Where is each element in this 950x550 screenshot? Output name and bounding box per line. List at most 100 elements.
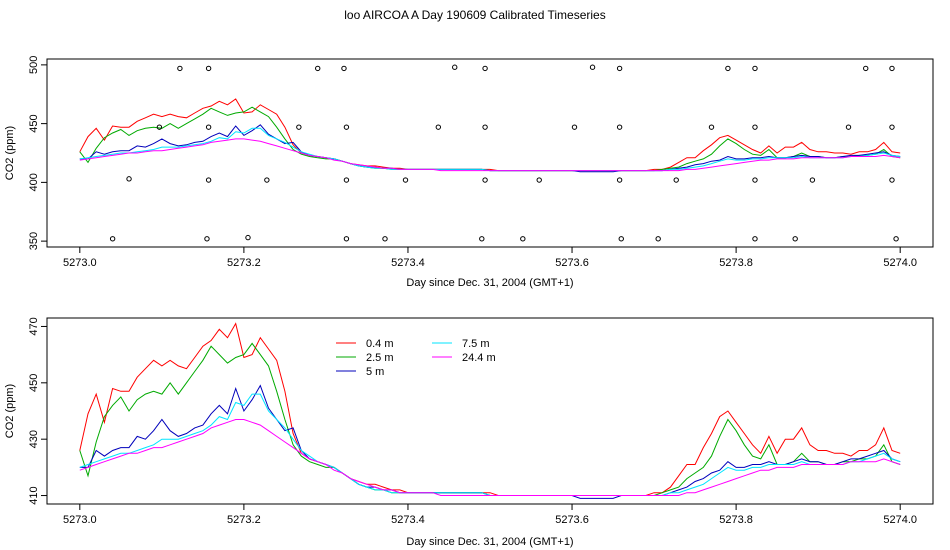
bottom-x-ticks: 5273.0 5273.2 5273.4 5273.6 5273.8 5274.0 [63,504,917,526]
top-x-axis-label: Day since Dec. 31, 2004 (GMT+1) [406,277,573,289]
reference-point [343,177,350,183]
series-line-s04 [79,322,901,496]
reference-point [616,177,623,183]
reference-point [673,177,679,183]
reference-point [482,124,488,130]
chart-title: loo AIRCOA A Day 190609 Calibrated Times… [344,8,605,22]
reference-point [452,64,458,70]
reference-point [536,177,542,183]
reference-point [752,177,758,183]
legend-label: 0.4 m [366,338,394,350]
legend-label: 5 m [366,366,384,378]
legend-label: 7.5 m [462,338,490,350]
top-series-lines [79,98,901,173]
reference-point [752,236,758,242]
reference-point [296,124,302,130]
reference-point [616,124,623,130]
legend-label: 2.5 m [366,352,394,364]
reference-point [482,177,488,183]
reference-point [343,124,350,130]
y-tick-label: 500 [28,56,40,74]
reference-point [205,177,212,183]
x-tick-label: 5273.4 [391,257,425,269]
reference-point [205,124,212,130]
reference-point [482,65,488,72]
legend: 0.4 m 2.5 m 5 m 7.5 m 24.4 m [336,338,496,378]
x-tick-label: 5273.6 [555,514,589,526]
y-tick-label: 470 [28,317,40,335]
series-line-s5 [79,384,901,499]
series-line-s75 [79,127,901,172]
reference-point [402,177,409,183]
reference-point [205,65,212,72]
reference-point [520,236,526,242]
x-tick-label: 5273.8 [719,257,753,269]
y-tick-label: 410 [28,486,40,504]
reference-point [315,65,321,72]
x-tick-label: 5274.0 [883,514,917,526]
reference-point [571,124,578,130]
reference-point [889,124,895,130]
top-y-axis-label: CO2 (ppm) [4,126,16,180]
reference-point [126,176,132,182]
reference-point [889,177,895,183]
reference-point [435,124,442,130]
y-tick-label: 350 [28,232,40,250]
reference-point [809,177,816,183]
reference-point [752,65,758,72]
bottom-x-axis-label: Day since Dec. 31, 2004 (GMT+1) [406,536,573,548]
bottom-panel: 5273.0 5273.2 5273.4 5273.6 5273.8 5274.0 410… [4,317,934,548]
reference-point [845,124,852,130]
reference-point [893,236,899,242]
bottom-series-lines [79,322,901,499]
series-line-s75 [79,393,901,496]
x-tick-label: 5273.8 [719,514,753,526]
x-tick-label: 5273.2 [227,257,261,269]
top-x-ticks: 5273.0 5273.2 5273.4 5273.6 5273.8 5274.0 [63,247,917,269]
reference-point [752,124,758,130]
reference-point [264,177,270,183]
reference-point [889,65,895,72]
bottom-plot-frame [46,317,934,505]
reference-point [479,236,485,242]
reference-point [589,64,596,70]
y-tick-label: 430 [28,430,40,448]
x-tick-label: 5273.2 [227,514,261,526]
y-tick-label: 450 [28,114,40,132]
series-line-s04 [79,98,901,172]
top-panel: 5273.0 5273.2 5273.4 5273.6 5273.8 5274.0 350… [4,56,934,289]
x-tick-label: 5274.0 [883,257,917,269]
series-line-s244 [79,138,901,172]
reference-point [177,65,183,72]
x-tick-label: 5273.6 [555,257,589,269]
reference-point [204,236,210,242]
reference-point [341,65,347,72]
reference-point [792,236,798,242]
reference-point [655,236,661,242]
reference-point [725,65,731,72]
reference-point [382,236,388,242]
series-line-s5 [79,124,901,173]
reference-point [156,124,163,130]
reference-point [708,124,715,130]
series-line-s25 [79,342,901,496]
x-tick-label: 5273.0 [63,514,97,526]
top-plot-frame [46,58,934,248]
bottom-y-ticks: 410 430 450 470 [28,317,47,505]
x-tick-label: 5273.0 [63,257,97,269]
reference-point [109,236,116,242]
series-line-s244 [79,419,901,496]
bottom-y-axis-label: CO2 (ppm) [4,384,16,438]
top-y-ticks: 350 400 450 500 [28,56,47,250]
y-tick-label: 450 [28,374,40,392]
legend-label: 24.4 m [462,352,496,364]
reference-point [245,234,251,241]
series-line-s25 [79,106,901,172]
reference-point [616,65,623,72]
x-tick-label: 5273.4 [391,514,425,526]
reference-point [618,236,624,242]
top-reference-points [109,64,899,242]
reference-point [863,65,869,72]
y-tick-label: 400 [28,173,40,191]
